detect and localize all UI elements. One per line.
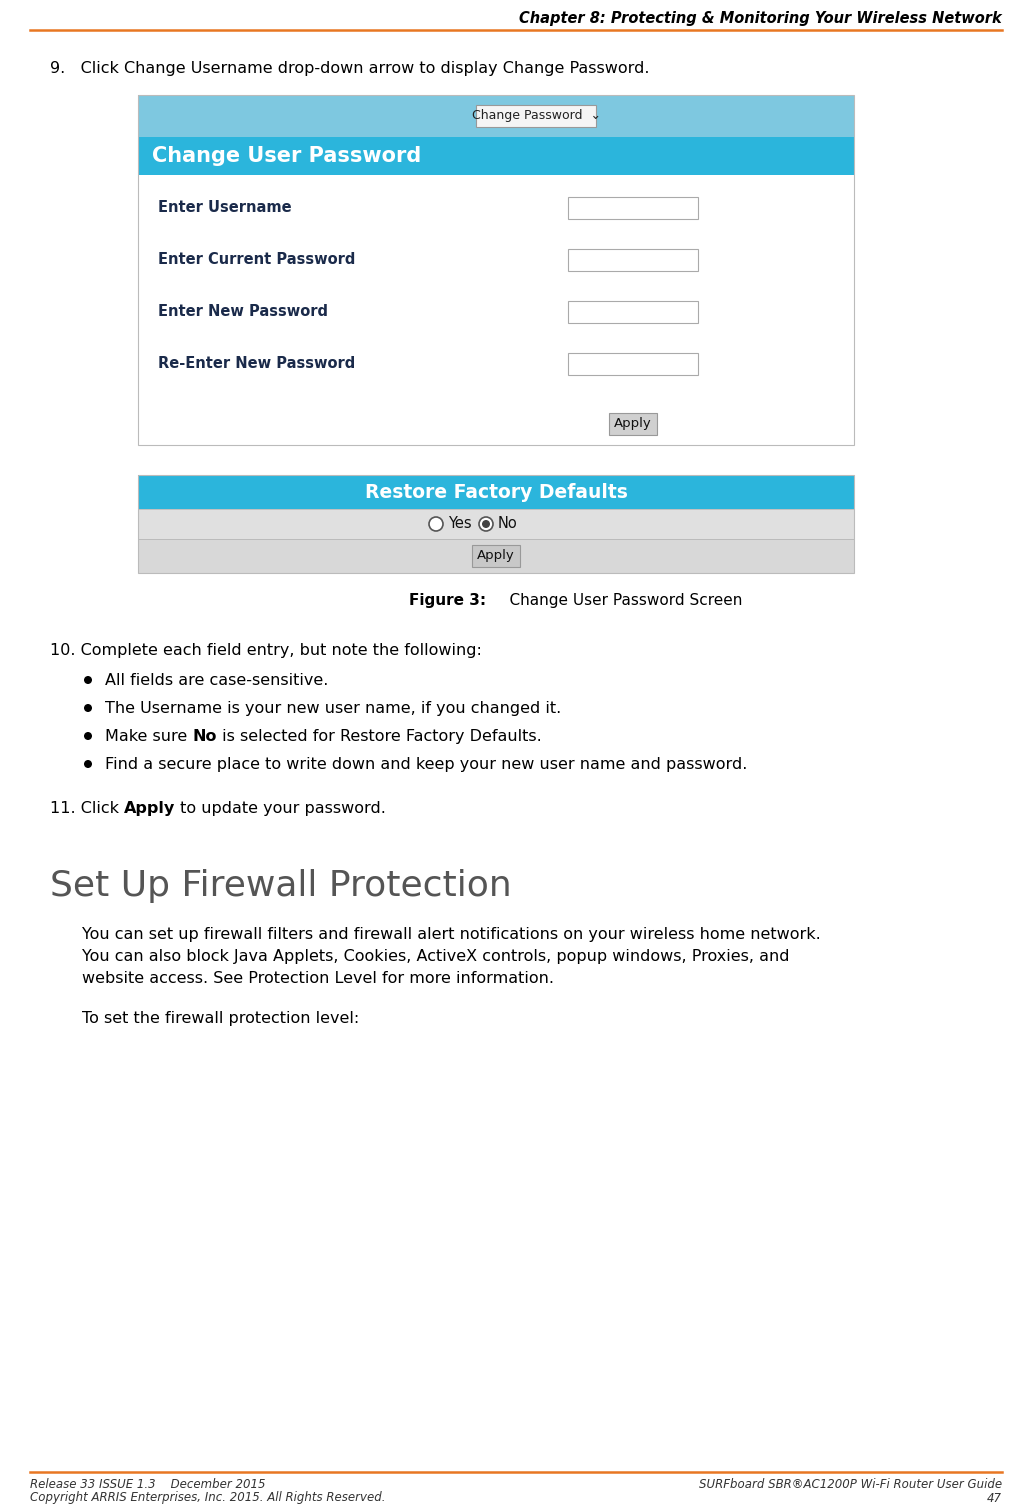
- Text: Yes: Yes: [448, 516, 472, 531]
- Text: You can set up firewall filters and firewall alert notifications on your wireles: You can set up firewall filters and fire…: [82, 927, 820, 942]
- Text: Enter Current Password: Enter Current Password: [158, 252, 355, 267]
- Text: SURFboard SBR®AC1200P Wi-Fi Router User Guide: SURFboard SBR®AC1200P Wi-Fi Router User …: [699, 1477, 1002, 1491]
- Text: Chapter 8: Protecting & Monitoring Your Wireless Network: Chapter 8: Protecting & Monitoring Your …: [519, 11, 1002, 26]
- Bar: [138, 509, 854, 539]
- Bar: [138, 95, 854, 137]
- Text: Enter New Password: Enter New Password: [158, 305, 328, 320]
- Text: No: No: [498, 516, 518, 531]
- Text: Change User Password Screen: Change User Password Screen: [490, 593, 742, 608]
- Circle shape: [429, 518, 443, 531]
- Bar: [138, 475, 854, 509]
- Text: Enter Username: Enter Username: [158, 201, 292, 216]
- Text: Copyright ARRIS Enterprises, Inc. 2015. All Rights Reserved.: Copyright ARRIS Enterprises, Inc. 2015. …: [30, 1491, 386, 1504]
- FancyBboxPatch shape: [476, 106, 596, 127]
- Text: Change User Password: Change User Password: [152, 146, 421, 166]
- Text: to update your password.: to update your password.: [175, 801, 386, 816]
- FancyBboxPatch shape: [568, 198, 698, 219]
- Text: 9.   Click Change Username drop-down arrow to display Change Password.: 9. Click Change Username drop-down arrow…: [50, 60, 649, 75]
- Text: 47: 47: [987, 1491, 1002, 1504]
- Text: Figure 3:: Figure 3:: [409, 593, 486, 608]
- Bar: [138, 539, 854, 573]
- Circle shape: [479, 518, 493, 531]
- Text: Make sure: Make sure: [105, 729, 192, 744]
- Text: All fields are case-sensitive.: All fields are case-sensitive.: [105, 673, 328, 688]
- Text: is selected for Restore Factory Defaults.: is selected for Restore Factory Defaults…: [217, 729, 542, 744]
- Text: Restore Factory Defaults: Restore Factory Defaults: [364, 483, 627, 501]
- FancyBboxPatch shape: [568, 249, 698, 272]
- FancyBboxPatch shape: [568, 353, 698, 376]
- Circle shape: [84, 705, 92, 712]
- Bar: [138, 137, 854, 175]
- Text: To set the firewall protection level:: To set the firewall protection level:: [82, 1011, 359, 1026]
- Text: The Username is your new user name, if you changed it.: The Username is your new user name, if y…: [105, 702, 561, 715]
- Text: Change Password  ⌄: Change Password ⌄: [472, 110, 601, 122]
- Text: Apply: Apply: [124, 801, 175, 816]
- Text: Release 33 ISSUE 1.3    December 2015: Release 33 ISSUE 1.3 December 2015: [30, 1477, 265, 1491]
- Circle shape: [84, 732, 92, 739]
- Text: 11. Click: 11. Click: [50, 801, 124, 816]
- FancyBboxPatch shape: [609, 413, 656, 435]
- FancyBboxPatch shape: [472, 545, 520, 567]
- Text: Set Up Firewall Protection: Set Up Firewall Protection: [50, 869, 512, 902]
- Bar: [138, 95, 854, 445]
- Circle shape: [84, 761, 92, 768]
- Circle shape: [482, 521, 490, 528]
- Text: Apply: Apply: [614, 418, 651, 430]
- Text: You can also block Java Applets, Cookies, ActiveX controls, popup windows, Proxi: You can also block Java Applets, Cookies…: [82, 949, 789, 964]
- Text: Re-Enter New Password: Re-Enter New Password: [158, 356, 355, 371]
- FancyBboxPatch shape: [568, 300, 698, 323]
- Text: 10. Complete each field entry, but note the following:: 10. Complete each field entry, but note …: [50, 643, 482, 658]
- Text: Find a secure place to write down and keep your new user name and password.: Find a secure place to write down and ke…: [105, 758, 747, 773]
- Circle shape: [84, 676, 92, 684]
- Text: No: No: [192, 729, 217, 744]
- Bar: [138, 475, 854, 573]
- Bar: [138, 175, 854, 445]
- Text: website access. See Protection Level for more information.: website access. See Protection Level for…: [82, 970, 554, 985]
- Text: Apply: Apply: [477, 549, 515, 563]
